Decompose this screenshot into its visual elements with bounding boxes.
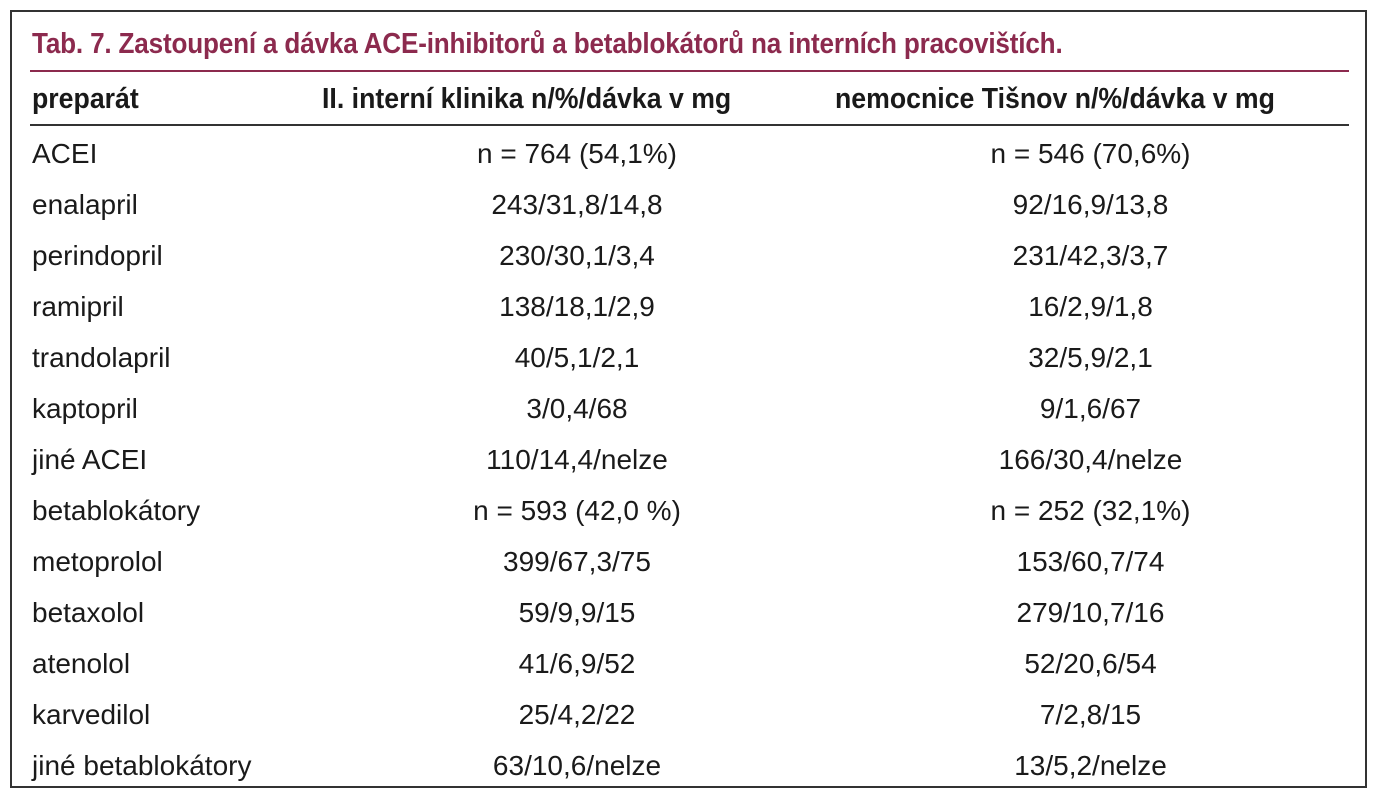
table-row: kaptopril 3/0,4/68 9/1,6/67: [30, 383, 1349, 434]
row-klinika-value: 40/5,1/2,1: [514, 341, 640, 373]
row-klinika-value: 230/30,1/3,4: [499, 239, 655, 271]
table-row: metoprolol 399/67,3/75 153/60,7/74: [30, 536, 1349, 587]
table-row: ACEI n = 764 (54,1%) n = 546 (70,6%): [30, 128, 1349, 179]
row-name: ACEI: [32, 137, 98, 169]
table-row: trandolapril 40/5,1/2,1 32/5,9/2,1: [30, 332, 1349, 383]
row-klinika-value: 25/4,2/22: [518, 698, 636, 730]
table-row: betablokátory n = 593 (42,0 %) n = 252 (…: [30, 485, 1349, 536]
row-name: trandolapril: [32, 341, 171, 373]
row-tisnov-value: 52/20,6/54: [1024, 647, 1157, 679]
row-klinika-value: 138/18,1/2,9: [499, 290, 655, 322]
data-table: ACEI n = 764 (54,1%) n = 546 (70,6%) ena…: [30, 128, 1349, 791]
header-klinika: II. interní klinika n/%/dávka v mg: [322, 83, 732, 115]
row-klinika-value: 41/6,9/52: [518, 647, 636, 679]
row-tisnov-value: 16/2,9/1,8: [1028, 290, 1153, 322]
row-name: atenolol: [32, 647, 131, 679]
table-title: Tab. 7. Zastoupení a dávka ACE-inhibitor…: [32, 28, 1063, 60]
row-klinika-value: n = 764 (54,1%): [476, 137, 678, 169]
table-row: ramipril 138/18,1/2,9 16/2,9/1,8: [30, 281, 1349, 332]
row-tisnov-value: 231/42,3/3,7: [1012, 239, 1169, 271]
row-name: betablokátory: [32, 494, 201, 526]
row-tisnov-value: 13/5,2/nelze: [1014, 749, 1167, 781]
row-tisnov-value: 7/2,8/15: [1039, 698, 1142, 730]
row-klinika-value: 59/9,9/15: [518, 596, 636, 628]
row-klinika-value: 3/0,4/68: [526, 392, 628, 424]
row-tisnov-value: 32/5,9/2,1: [1028, 341, 1153, 373]
table-row: atenolol 41/6,9/52 52/20,6/54: [30, 638, 1349, 689]
row-tisnov-value: n = 546 (70,6%): [990, 137, 1191, 169]
table-row: karvedilol 25/4,2/22 7/2,8/15: [30, 689, 1349, 740]
table-frame: [10, 10, 1367, 788]
table-row: enalapril 243/31,8/14,8 92/16,9/13,8: [30, 179, 1349, 230]
header-preparat: preparát: [32, 83, 139, 115]
table-row: jiné ACEI 110/14,4/nelze 166/30,4/nelze: [30, 434, 1349, 485]
row-name: karvedilol: [32, 698, 151, 730]
table-row: betaxolol 59/9,9/15 279/10,7/16: [30, 587, 1349, 638]
row-klinika-value: n = 593 (42,0 %): [473, 494, 681, 526]
table-row: jiné betablokátory 63/10,6/nelze 13/5,2/…: [30, 740, 1349, 791]
row-name: jiné ACEI: [32, 443, 148, 475]
row-name: metoprolol: [32, 545, 163, 577]
row-tisnov-value: 279/10,7/16: [1016, 596, 1165, 628]
row-name: perindopril: [32, 239, 163, 271]
row-tisnov-value: 166/30,4/nelze: [998, 443, 1183, 475]
row-klinika-value: 399/67,3/75: [503, 545, 651, 577]
row-name: ramipril: [32, 290, 124, 322]
row-name: enalapril: [32, 188, 138, 220]
row-tisnov-value: 153/60,7/74: [1016, 545, 1165, 577]
row-klinika-value: 243/31,8/14,8: [491, 188, 663, 220]
row-klinika-value: 110/14,4/nelze: [486, 443, 668, 475]
row-tisnov-value: n = 252 (32,1%): [990, 494, 1191, 526]
row-klinika-value: 63/10,6/nelze: [492, 749, 662, 781]
row-name: jiné betablokátory: [32, 749, 252, 781]
row-tisnov-value: 92/16,9/13,8: [1012, 188, 1169, 220]
row-name: kaptopril: [32, 392, 138, 424]
header-tisnov: nemocnice Tišnov n/%/dávka v mg: [835, 83, 1275, 115]
title-rule: [30, 70, 1349, 72]
row-name: betaxolol: [32, 596, 145, 628]
row-tisnov-value: 9/1,6/67: [1039, 392, 1142, 424]
header-rule: [30, 124, 1349, 126]
table-row: perindopril 230/30,1/3,4 231/42,3/3,7: [30, 230, 1349, 281]
